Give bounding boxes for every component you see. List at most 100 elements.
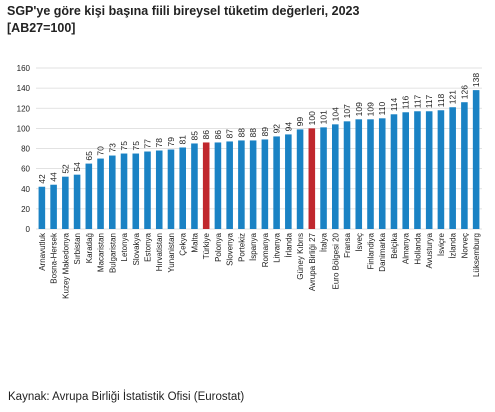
bar xyxy=(214,142,222,229)
bar xyxy=(437,110,445,229)
category-label: Avusturya xyxy=(425,232,434,268)
bar xyxy=(167,149,175,229)
bar-value-label: 88 xyxy=(248,128,258,138)
bar xyxy=(472,90,480,229)
bar-value-label: 42 xyxy=(37,174,47,184)
bar-value-label: 138 xyxy=(471,73,481,87)
y-tick-label: 80 xyxy=(21,145,30,154)
category-label: Hırvatistan xyxy=(155,233,164,271)
y-axis: 0 20 40 60 80 100 120 140 160 xyxy=(17,64,31,234)
category-label: İsviçre xyxy=(437,232,446,256)
bar-value-label: 94 xyxy=(283,122,293,132)
category-label: Bosna-Hersek xyxy=(50,232,59,284)
bar xyxy=(343,121,351,229)
bar xyxy=(132,153,140,229)
bar-value-label: 85 xyxy=(189,131,199,141)
category-label: İzlanda xyxy=(449,232,458,258)
bar xyxy=(226,141,233,229)
bar xyxy=(285,134,292,229)
bar-value-label: 88 xyxy=(236,128,246,138)
category-label: İsveç xyxy=(355,233,364,252)
bar-value-label: 116 xyxy=(401,95,411,109)
category-label: Litvanya xyxy=(273,232,282,262)
bar-value-label: 86 xyxy=(201,130,211,140)
y-tick-label: 160 xyxy=(17,64,31,73)
y-tick-label: 120 xyxy=(17,104,31,113)
bar-value-label: 121 xyxy=(448,90,458,104)
category-label: Çekya xyxy=(179,232,188,255)
bar xyxy=(261,139,269,229)
bar-value-label: 101 xyxy=(319,110,329,124)
category-label: Yunanistan xyxy=(167,233,176,273)
bar xyxy=(273,136,280,229)
category-label: İspanya xyxy=(249,232,258,261)
source-note: Kaynak: Avrupa Birliği İstatistik Ofisi … xyxy=(8,391,245,403)
bar-value-label: 110 xyxy=(377,101,387,115)
bar xyxy=(120,153,128,229)
bar xyxy=(238,140,245,229)
bar-value-label: 75 xyxy=(131,141,141,151)
bar-value-label: 109 xyxy=(354,102,364,116)
bars xyxy=(38,90,480,229)
bar-value-label: 87 xyxy=(225,129,235,139)
category-labels: Arnavutluk Bosna-Hersek Kuzey Makedonya Sır… xyxy=(38,232,481,299)
category-label: Karadağ xyxy=(85,233,94,263)
category-label: Slovenya xyxy=(226,232,235,265)
category-label: Polonya xyxy=(214,232,223,261)
bar-value-label: 92 xyxy=(272,124,282,134)
category-label: Kuzey Makedonya xyxy=(61,232,70,298)
category-label: Güney Kıbrıs xyxy=(296,233,305,280)
bar-value-label: 70 xyxy=(96,146,106,156)
y-tick-label: 60 xyxy=(21,165,30,174)
category-label: Romanya xyxy=(261,232,270,267)
bar xyxy=(38,186,46,229)
bar xyxy=(249,140,257,229)
category-label: İtalya xyxy=(320,232,329,252)
bar-value-label: 89 xyxy=(260,127,270,137)
bar xyxy=(97,158,104,229)
bar xyxy=(390,114,398,229)
bar-value-label: 65 xyxy=(84,151,94,161)
bar xyxy=(461,102,468,229)
bar-value-label: 75 xyxy=(119,141,129,151)
bar xyxy=(73,174,81,229)
bar-value-label: 109 xyxy=(366,102,376,116)
chart-title: SGP'ye göre kişi başına fiili bireysel t… xyxy=(7,4,360,18)
bar-value-label: 54 xyxy=(72,162,82,172)
category-label: Arnavutluk xyxy=(38,232,47,271)
bar-value-label: 126 xyxy=(459,85,469,99)
bar-value-label: 100 xyxy=(307,111,317,125)
bar-value-label: 117 xyxy=(412,94,422,108)
bar xyxy=(449,107,456,229)
bar xyxy=(332,124,339,229)
category-label: Türkiye xyxy=(202,232,211,259)
category-label: Finlandiya xyxy=(367,232,376,269)
bar-value-label: 86 xyxy=(213,130,223,140)
category-label: Avrupa Birliği 27 xyxy=(308,232,317,291)
category-label: Malta xyxy=(190,232,199,252)
bar xyxy=(50,184,57,229)
y-tick-label: 140 xyxy=(17,84,31,93)
bar xyxy=(179,147,186,229)
y-tick-label: 20 xyxy=(21,205,30,214)
bar-value-label: 117 xyxy=(424,94,434,108)
category-label: Norveç xyxy=(460,233,469,258)
category-label: Almanya xyxy=(402,232,411,264)
bar-value-label: 78 xyxy=(154,138,164,148)
bar-value-label: 81 xyxy=(178,135,188,145)
category-label: Macaristan xyxy=(97,233,106,272)
chart-subtitle: [AB27=100] xyxy=(7,21,76,35)
bar-value-label: 73 xyxy=(107,143,117,153)
bar xyxy=(155,150,163,229)
bar xyxy=(355,119,363,229)
category-label: Estonya xyxy=(144,232,153,261)
bar-value-label: 79 xyxy=(166,137,176,147)
bar-value-label: 104 xyxy=(330,107,340,121)
category-label: Portekiz xyxy=(237,233,246,262)
bar xyxy=(308,128,316,229)
category-label: İrlanda xyxy=(284,232,293,257)
bar xyxy=(402,112,409,229)
bar xyxy=(85,163,93,229)
